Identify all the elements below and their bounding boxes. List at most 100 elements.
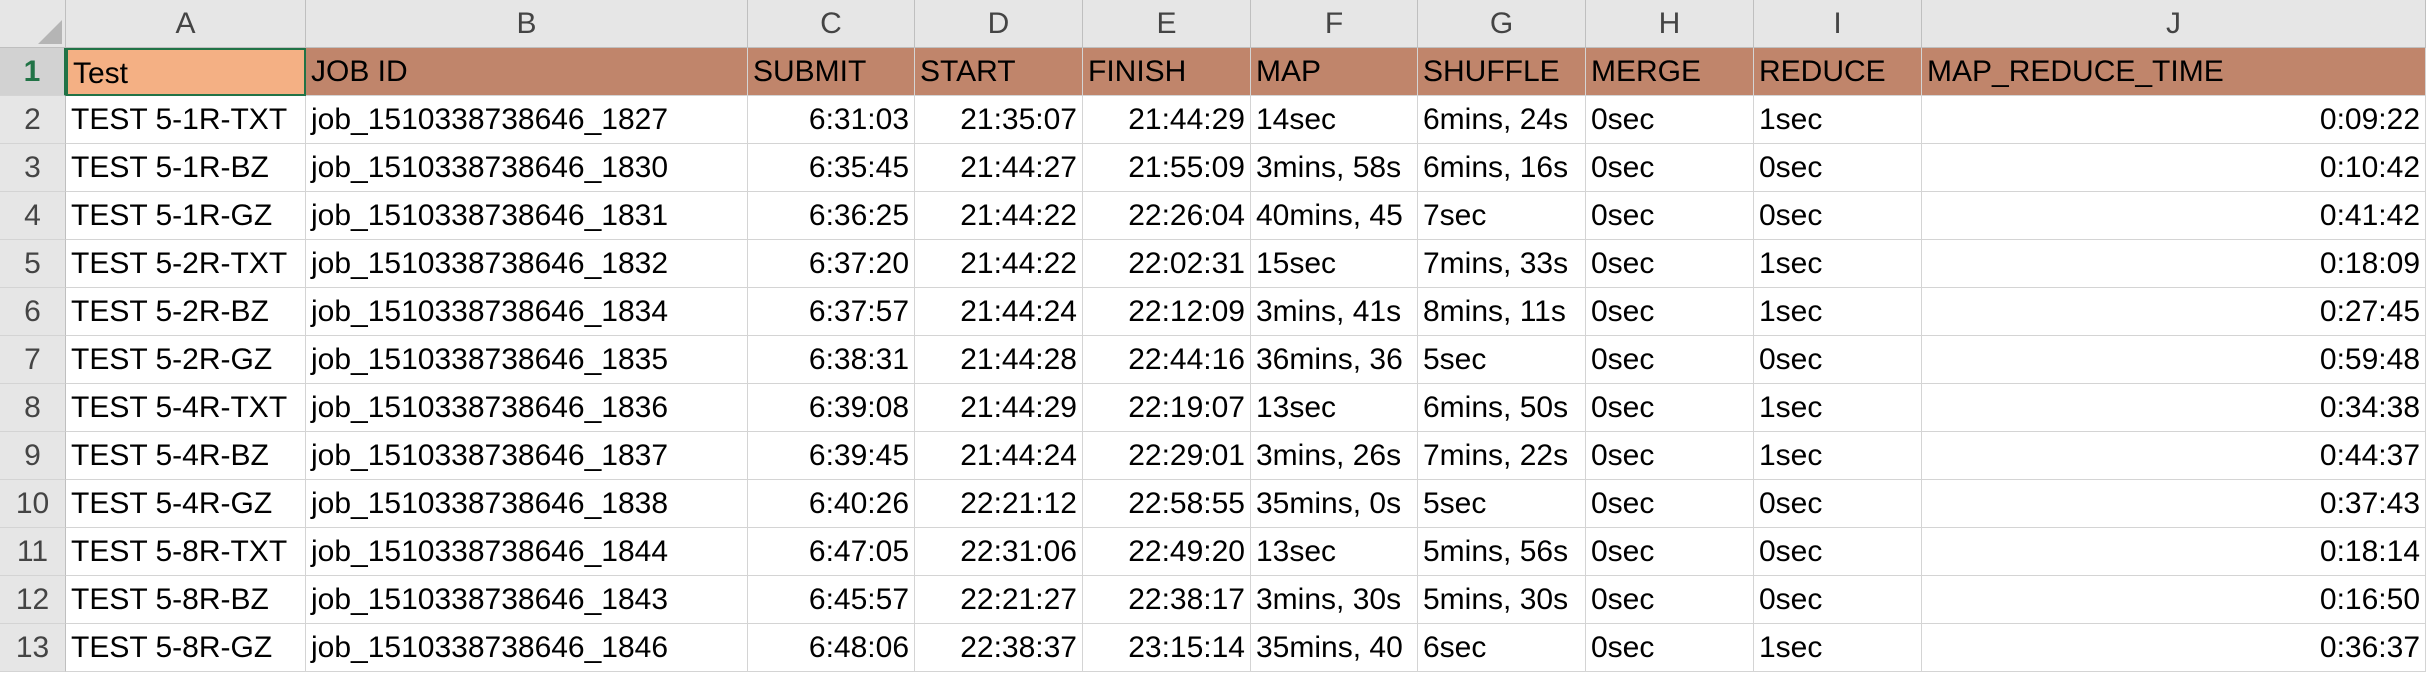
column-header-d[interactable]: D — [915, 0, 1083, 48]
cell-reduce[interactable]: 0sec — [1754, 528, 1922, 576]
cell-submit[interactable]: 6:37:57 — [748, 288, 915, 336]
header-cell-map-reduce-time[interactable]: MAP_REDUCE_TIME — [1922, 48, 2426, 96]
row-header[interactable]: 4 — [0, 192, 66, 240]
cell-merge[interactable]: 0sec — [1586, 192, 1754, 240]
cell-submit[interactable]: 6:40:26 — [748, 480, 915, 528]
cell-finish[interactable]: 22:29:01 — [1083, 432, 1251, 480]
cell-finish[interactable]: 22:19:07 — [1083, 384, 1251, 432]
row-header[interactable]: 3 — [0, 144, 66, 192]
cell-finish[interactable]: 21:44:29 — [1083, 96, 1251, 144]
column-header-i[interactable]: I — [1754, 0, 1922, 48]
cell-map[interactable]: 15sec — [1251, 240, 1418, 288]
cell-map[interactable]: 35mins, 40 — [1251, 624, 1418, 672]
cell-finish[interactable]: 22:44:16 — [1083, 336, 1251, 384]
cell-map-reduce-time[interactable]: 0:37:43 — [1922, 480, 2426, 528]
cell-reduce[interactable]: 1sec — [1754, 240, 1922, 288]
cell-map-reduce-time[interactable]: 0:16:50 — [1922, 576, 2426, 624]
header-cell-shuffle[interactable]: SHUFFLE — [1418, 48, 1586, 96]
cell-map[interactable]: 13sec — [1251, 384, 1418, 432]
cell-start[interactable]: 21:44:22 — [915, 192, 1083, 240]
cell-map[interactable]: 13sec — [1251, 528, 1418, 576]
cell-merge[interactable]: 0sec — [1586, 624, 1754, 672]
cell-shuffle[interactable]: 6mins, 16s — [1418, 144, 1586, 192]
header-cell-merge[interactable]: MERGE — [1586, 48, 1754, 96]
column-header-f[interactable]: F — [1251, 0, 1418, 48]
cell-start[interactable]: 22:21:27 — [915, 576, 1083, 624]
column-header-e[interactable]: E — [1083, 0, 1251, 48]
cell-test[interactable]: TEST 5-1R-TXT — [66, 96, 306, 144]
cell-merge[interactable]: 0sec — [1586, 528, 1754, 576]
column-header-j[interactable]: J — [1922, 0, 2426, 48]
cell-job-id[interactable]: job_1510338738646_1832 — [306, 240, 748, 288]
cell-submit[interactable]: 6:31:03 — [748, 96, 915, 144]
cell-reduce[interactable]: 1sec — [1754, 432, 1922, 480]
cell-shuffle[interactable]: 5sec — [1418, 480, 1586, 528]
cell-map-reduce-time[interactable]: 0:18:09 — [1922, 240, 2426, 288]
header-cell-submit[interactable]: SUBMIT — [748, 48, 915, 96]
cell-shuffle[interactable]: 5mins, 30s — [1418, 576, 1586, 624]
header-cell-test[interactable]: Test — [66, 48, 306, 96]
cell-job-id[interactable]: job_1510338738646_1836 — [306, 384, 748, 432]
header-cell-start[interactable]: START — [915, 48, 1083, 96]
cell-merge[interactable]: 0sec — [1586, 144, 1754, 192]
header-cell-map[interactable]: MAP — [1251, 48, 1418, 96]
cell-test[interactable]: TEST 5-4R-BZ — [66, 432, 306, 480]
cell-reduce[interactable]: 0sec — [1754, 576, 1922, 624]
cell-test[interactable]: TEST 5-2R-TXT — [66, 240, 306, 288]
cell-job-id[interactable]: job_1510338738646_1835 — [306, 336, 748, 384]
cell-reduce[interactable]: 1sec — [1754, 384, 1922, 432]
cell-map-reduce-time[interactable]: 0:36:37 — [1922, 624, 2426, 672]
cell-submit[interactable]: 6:36:25 — [748, 192, 915, 240]
cell-finish[interactable]: 22:02:31 — [1083, 240, 1251, 288]
cell-start[interactable]: 21:44:22 — [915, 240, 1083, 288]
cell-map[interactable]: 3mins, 41s — [1251, 288, 1418, 336]
cell-reduce[interactable]: 0sec — [1754, 144, 1922, 192]
cell-merge[interactable]: 0sec — [1586, 432, 1754, 480]
cell-job-id[interactable]: job_1510338738646_1831 — [306, 192, 748, 240]
column-header-b[interactable]: B — [306, 0, 748, 48]
cell-finish[interactable]: 22:38:17 — [1083, 576, 1251, 624]
column-header-a[interactable]: A — [66, 0, 306, 48]
cell-merge[interactable]: 0sec — [1586, 336, 1754, 384]
cell-merge[interactable]: 0sec — [1586, 288, 1754, 336]
row-header[interactable]: 6 — [0, 288, 66, 336]
cell-map[interactable]: 40mins, 45 — [1251, 192, 1418, 240]
header-cell-finish[interactable]: FINISH — [1083, 48, 1251, 96]
cell-submit[interactable]: 6:47:05 — [748, 528, 915, 576]
column-header-h[interactable]: H — [1586, 0, 1754, 48]
cell-shuffle[interactable]: 6sec — [1418, 624, 1586, 672]
cell-reduce[interactable]: 0sec — [1754, 192, 1922, 240]
cell-job-id[interactable]: job_1510338738646_1837 — [306, 432, 748, 480]
cell-shuffle[interactable]: 7sec — [1418, 192, 1586, 240]
cell-shuffle[interactable]: 7mins, 33s — [1418, 240, 1586, 288]
cell-test[interactable]: TEST 5-1R-GZ — [66, 192, 306, 240]
cell-submit[interactable]: 6:45:57 — [748, 576, 915, 624]
cell-job-id[interactable]: job_1510338738646_1827 — [306, 96, 748, 144]
column-header-g[interactable]: G — [1418, 0, 1586, 48]
select-all-corner[interactable] — [0, 0, 66, 48]
cell-test[interactable]: TEST 5-2R-BZ — [66, 288, 306, 336]
cell-submit[interactable]: 6:37:20 — [748, 240, 915, 288]
cell-reduce[interactable]: 0sec — [1754, 480, 1922, 528]
cell-map-reduce-time[interactable]: 0:44:37 — [1922, 432, 2426, 480]
cell-start[interactable]: 21:44:24 — [915, 432, 1083, 480]
cell-merge[interactable]: 0sec — [1586, 480, 1754, 528]
cell-finish[interactable]: 23:15:14 — [1083, 624, 1251, 672]
cell-submit[interactable]: 6:38:31 — [748, 336, 915, 384]
cell-merge[interactable]: 0sec — [1586, 96, 1754, 144]
row-header[interactable]: 10 — [0, 480, 66, 528]
cell-merge[interactable]: 0sec — [1586, 240, 1754, 288]
cell-job-id[interactable]: job_1510338738646_1838 — [306, 480, 748, 528]
cell-submit[interactable]: 6:35:45 — [748, 144, 915, 192]
cell-test[interactable]: TEST 5-1R-BZ — [66, 144, 306, 192]
cell-map-reduce-time[interactable]: 0:34:38 — [1922, 384, 2426, 432]
cell-start[interactable]: 21:44:27 — [915, 144, 1083, 192]
row-header[interactable]: 1 — [0, 48, 66, 96]
cell-test[interactable]: TEST 5-8R-GZ — [66, 624, 306, 672]
cell-submit[interactable]: 6:39:08 — [748, 384, 915, 432]
row-header[interactable]: 12 — [0, 576, 66, 624]
cell-job-id[interactable]: job_1510338738646_1843 — [306, 576, 748, 624]
cell-test[interactable]: TEST 5-8R-TXT — [66, 528, 306, 576]
cell-job-id[interactable]: job_1510338738646_1834 — [306, 288, 748, 336]
cell-job-id[interactable]: job_1510338738646_1844 — [306, 528, 748, 576]
